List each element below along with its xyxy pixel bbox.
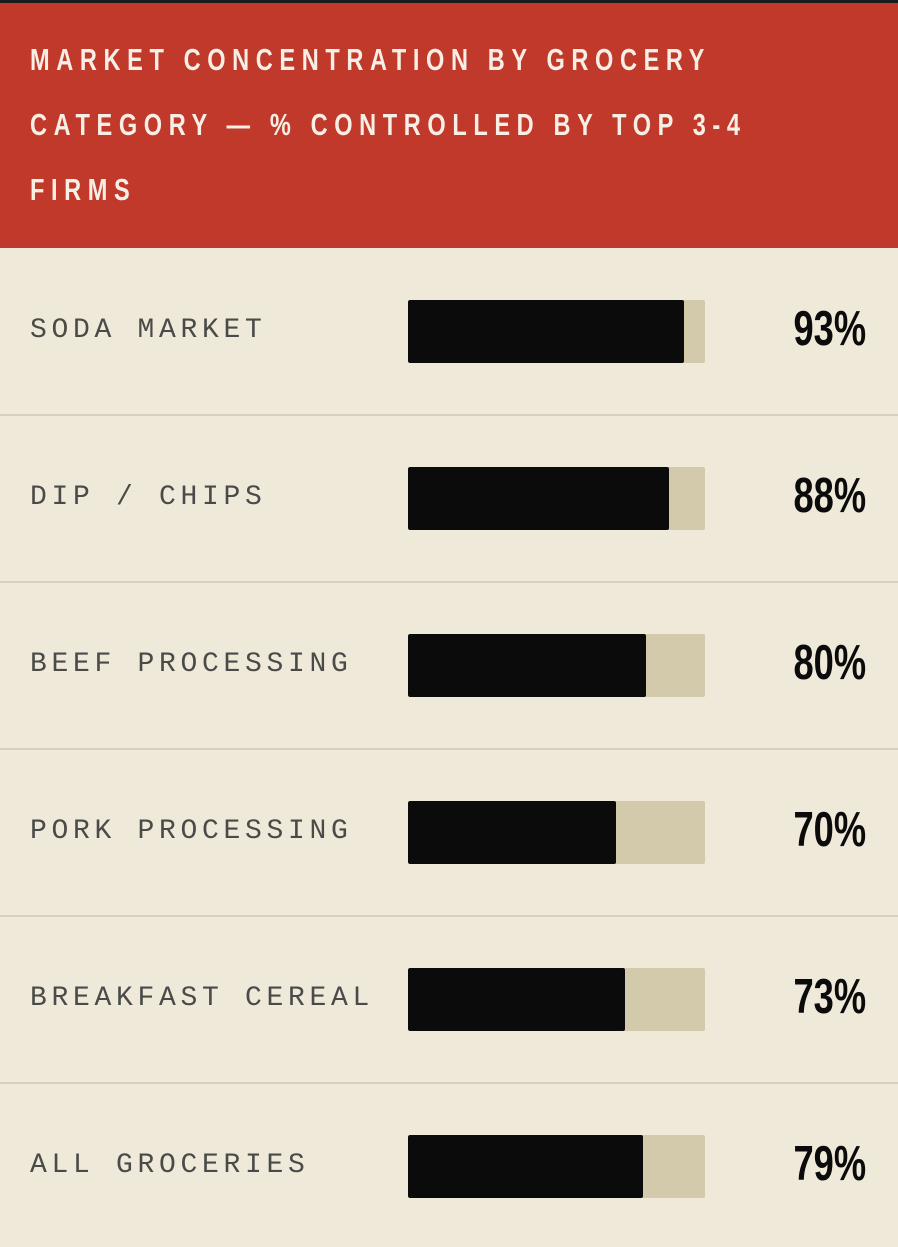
- top-rule: [0, 0, 898, 3]
- chart-row: ALL GROCERIES 79%: [0, 1083, 898, 1247]
- chart-row: BEEF PROCESSING 80%: [0, 582, 898, 750]
- chart-row: DIP / CHIPS 88%: [0, 415, 898, 583]
- chart-header: MARKET CONCENTRATION BY GROCERY CATEGORY…: [0, 3, 898, 248]
- bar-chart: SODA MARKET 93% DIP / CHIPS 88% BEEF PROCESS…: [0, 248, 898, 1247]
- bar-track: [408, 1135, 705, 1198]
- row-divider: [0, 414, 898, 416]
- category-label: PORK PROCESSING: [30, 816, 353, 847]
- bar: [408, 300, 684, 363]
- bar: [408, 968, 625, 1031]
- value-label: 70%: [793, 803, 866, 857]
- chart-row: PORK PROCESSING 70%: [0, 749, 898, 917]
- row-divider: [0, 915, 898, 917]
- bar: [408, 634, 646, 697]
- value-label: 80%: [793, 636, 866, 690]
- category-label: ALL GROCERIES: [30, 1150, 310, 1181]
- value-label: 73%: [793, 970, 866, 1024]
- category-label: BREAKFAST CEREAL: [30, 983, 375, 1014]
- category-label: BEEF PROCESSING: [30, 649, 353, 680]
- title-line-2: CATEGORY — % CONTROLLED BY TOP 3-4: [30, 107, 747, 142]
- value-label: 93%: [793, 302, 866, 356]
- bar-track: [408, 968, 705, 1031]
- value-label: 79%: [793, 1137, 866, 1191]
- bar-track: [408, 300, 705, 363]
- title-line-3: FIRMS: [30, 172, 137, 207]
- chart-row: SODA MARKET 93%: [0, 248, 898, 416]
- chart-row: BREAKFAST CEREAL 73%: [0, 916, 898, 1084]
- row-divider: [0, 581, 898, 583]
- chart-title: MARKET CONCENTRATION BY GROCERY CATEGORY…: [30, 27, 747, 222]
- bar-track: [408, 801, 705, 864]
- bar-track: [408, 467, 705, 530]
- category-label: DIP / CHIPS: [30, 482, 267, 513]
- row-divider: [0, 748, 898, 750]
- value-label: 88%: [793, 469, 866, 523]
- category-label: SODA MARKET: [30, 315, 267, 346]
- title-line-1: MARKET CONCENTRATION BY GROCERY: [30, 42, 711, 77]
- row-divider: [0, 1082, 898, 1084]
- bar: [408, 801, 616, 864]
- bar-track: [408, 634, 705, 697]
- bar: [408, 1135, 643, 1198]
- bar: [408, 467, 669, 530]
